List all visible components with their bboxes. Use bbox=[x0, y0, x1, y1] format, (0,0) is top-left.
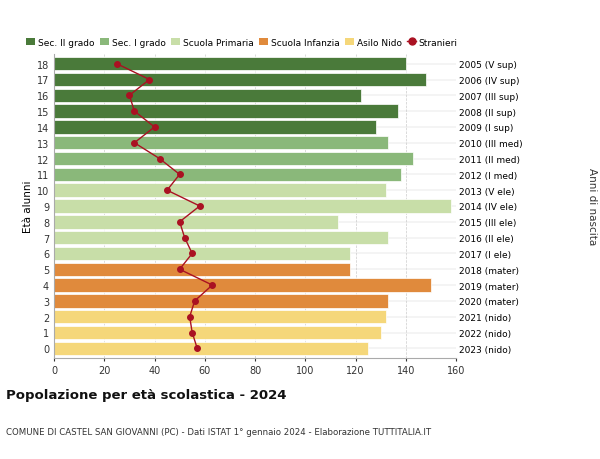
Bar bbox=[54, 184, 386, 197]
Bar bbox=[54, 121, 376, 134]
Bar bbox=[54, 216, 338, 229]
Text: Popolazione per età scolastica - 2024: Popolazione per età scolastica - 2024 bbox=[6, 388, 287, 401]
Bar bbox=[54, 58, 406, 71]
Bar bbox=[54, 90, 361, 103]
Bar bbox=[54, 168, 401, 182]
Text: COMUNE DI CASTEL SAN GIOVANNI (PC) - Dati ISTAT 1° gennaio 2024 - Elaborazione T: COMUNE DI CASTEL SAN GIOVANNI (PC) - Dat… bbox=[6, 427, 431, 436]
Bar bbox=[54, 310, 386, 324]
Y-axis label: Età alunni: Età alunni bbox=[23, 180, 32, 233]
Bar bbox=[54, 326, 380, 340]
Bar bbox=[54, 263, 350, 276]
Bar bbox=[54, 231, 388, 245]
Bar bbox=[54, 247, 350, 261]
Bar bbox=[54, 295, 388, 308]
Bar bbox=[54, 200, 451, 213]
Bar bbox=[54, 152, 413, 166]
Text: Anni di nascita: Anni di nascita bbox=[587, 168, 597, 245]
Bar bbox=[54, 342, 368, 355]
Bar bbox=[54, 279, 431, 292]
Bar bbox=[54, 137, 388, 150]
Bar bbox=[54, 73, 426, 87]
Bar bbox=[54, 105, 398, 118]
Legend: Sec. II grado, Sec. I grado, Scuola Primaria, Scuola Infanzia, Asilo Nido, Stran: Sec. II grado, Sec. I grado, Scuola Prim… bbox=[26, 39, 458, 48]
